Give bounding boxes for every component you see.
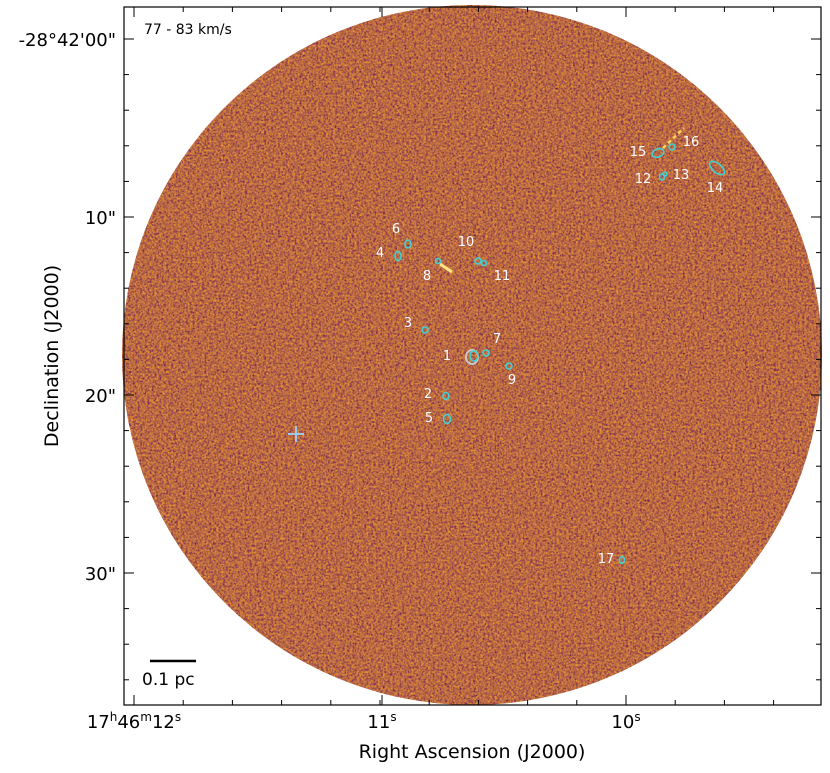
bright-filament (439, 262, 453, 274)
source-label-8: 8 (423, 269, 431, 284)
y-tick-label-0: -28°42'00" (19, 30, 116, 51)
contour-1-inner (469, 350, 479, 362)
contour-2 (442, 391, 450, 401)
x-tick-label-0: 17h46m12s (87, 710, 181, 733)
contour-7 (482, 349, 490, 357)
y-tick-label-2: 20" (85, 386, 116, 407)
source-label-7: 7 (493, 332, 501, 347)
source-label-4: 4 (376, 246, 384, 261)
source-label-6: 6 (392, 222, 400, 237)
bright-filament-ne (662, 127, 685, 149)
source-label-13: 13 (673, 168, 690, 183)
contour-13 (662, 171, 668, 177)
source-label-5: 5 (425, 411, 433, 426)
source-label-17: 17 (598, 552, 615, 567)
velocity-range-label: 77 - 83 km/s (144, 22, 232, 38)
contour-12 (658, 173, 666, 181)
contour-11 (480, 259, 488, 267)
contour-3 (421, 326, 429, 334)
source-label-12: 12 (635, 172, 652, 187)
contour-9 (505, 362, 513, 370)
plot-frame (123, 6, 822, 706)
source-label-16: 16 (683, 135, 700, 150)
source-label-15: 15 (630, 145, 647, 160)
cross-marker (288, 426, 304, 442)
source-label-1: 1 (443, 349, 451, 364)
source-contours (394, 143, 726, 565)
source-label-3: 3 (404, 316, 412, 331)
y-tick-label-3: 30" (85, 564, 116, 585)
source-label-9: 9 (508, 373, 516, 388)
source-label-14: 14 (707, 181, 724, 196)
y-tick-label-1: 10" (85, 208, 116, 229)
contour-6 (404, 239, 412, 249)
contour-5 (442, 413, 452, 425)
source-label-11: 11 (494, 269, 511, 284)
source-label-10: 10 (458, 235, 475, 250)
y-axis-title: Declination (J2000) (41, 265, 63, 447)
x-tick-label-2: 10s (611, 710, 640, 733)
scale-bar-label: 0.1 pc (142, 670, 195, 690)
contour-4 (394, 250, 402, 262)
axis-ticks (124, 7, 821, 705)
x-tick-label-1: 11s (367, 710, 396, 733)
contour-14 (708, 160, 726, 176)
contour-16 (668, 143, 676, 151)
x-axis-title: Right Ascension (J2000) (359, 741, 586, 763)
contour-17 (618, 555, 626, 565)
emission-map (122, 5, 822, 705)
contour-8 (434, 257, 442, 265)
contour-15 (651, 147, 665, 159)
contour-10 (474, 257, 482, 265)
source-label-2: 2 (424, 387, 432, 402)
